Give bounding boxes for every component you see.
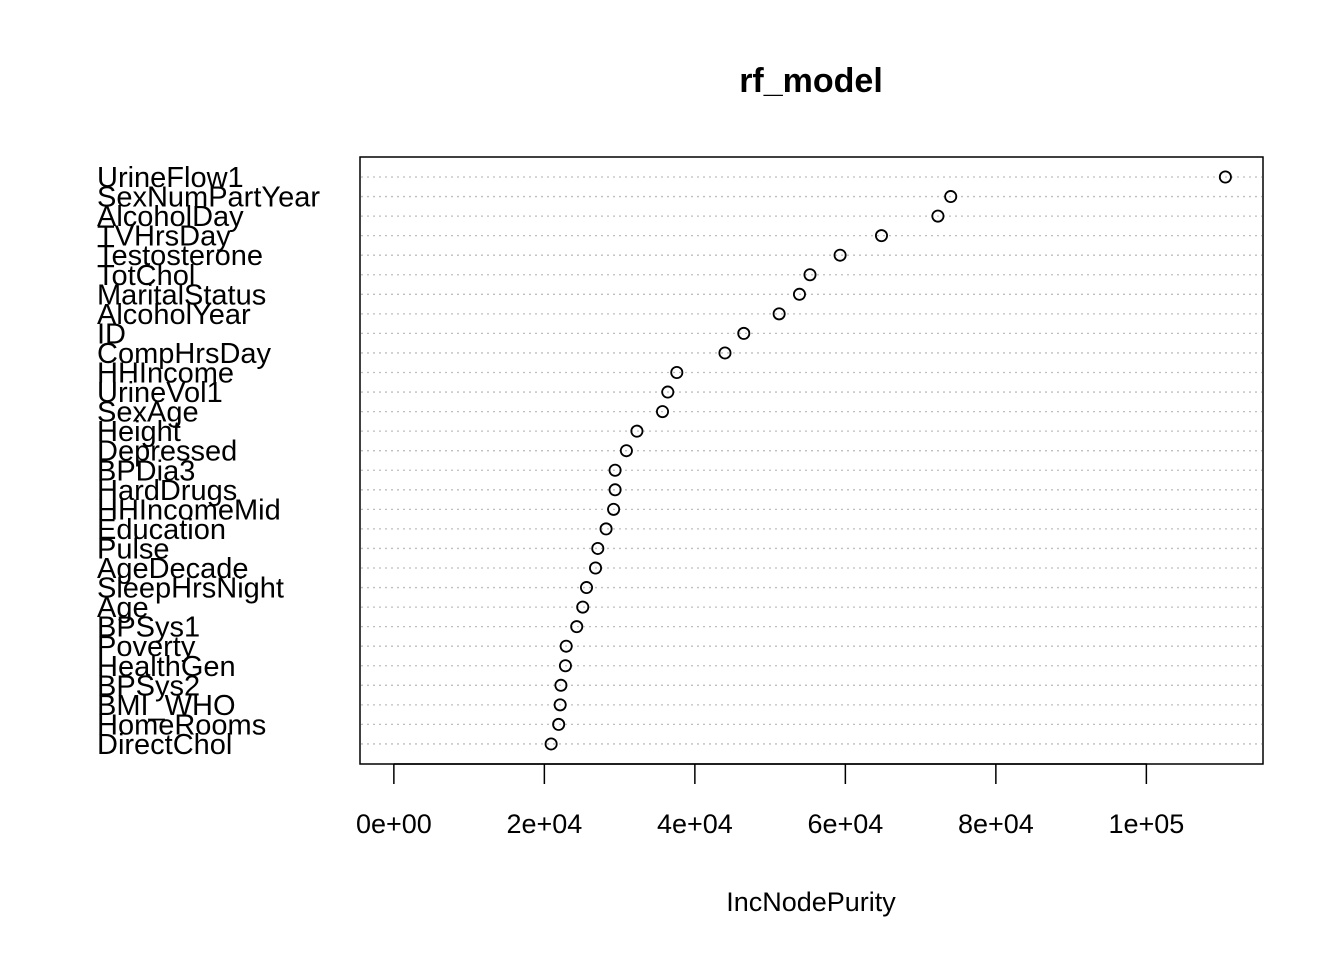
data-point xyxy=(718,346,732,360)
variable-label: TVHrsDay xyxy=(97,221,231,253)
x-axis-title: IncNodePurity xyxy=(726,887,896,917)
variable-label: BMI_WHO xyxy=(97,690,236,722)
variable-label: HealthGen xyxy=(97,651,236,683)
variable-label: Poverty xyxy=(97,631,196,663)
variable-label: AlcoholDay xyxy=(97,201,244,233)
data-point xyxy=(874,229,888,243)
data-point xyxy=(661,385,675,399)
variable-label: AlcoholYear xyxy=(97,299,251,331)
data-point xyxy=(656,405,670,419)
variable-label: Testosterone xyxy=(97,240,263,272)
x-tick-label: 2e+04 xyxy=(506,809,582,839)
variable-label: BPSys1 xyxy=(97,612,200,644)
variable-label: Depressed xyxy=(97,436,237,468)
data-point xyxy=(580,581,594,595)
x-tick-label: 8e+04 xyxy=(958,809,1034,839)
data-point xyxy=(630,424,644,438)
data-point xyxy=(553,698,567,712)
variable-label: TotChol xyxy=(97,260,195,292)
data-point xyxy=(607,502,621,516)
x-tick-label: 1e+05 xyxy=(1108,809,1184,839)
x-tick-label: 0e+00 xyxy=(356,809,432,839)
variable-label: MaritalStatus xyxy=(97,279,266,311)
data-point xyxy=(608,483,622,497)
variable-label: HHIncome xyxy=(97,358,234,390)
grid-lines xyxy=(361,176,1262,745)
plot-frame xyxy=(359,156,1264,765)
data-point xyxy=(772,307,786,321)
variable-label: HardDrugs xyxy=(97,475,237,507)
variable-label: BPDia3 xyxy=(97,455,195,487)
data-point xyxy=(558,659,572,673)
variable-label: CompHrsDay xyxy=(97,338,272,370)
variable-label: ID xyxy=(97,318,126,350)
x-tick-label: 6e+04 xyxy=(807,809,883,839)
data-point xyxy=(576,600,590,614)
x-axis: 0e+00 2e+04 4e+04 6e+04 8e+04 1e+05 xyxy=(356,763,1184,839)
variable-label: Education xyxy=(97,514,226,546)
data-point xyxy=(559,639,573,653)
data-point xyxy=(619,444,633,458)
variable-label: UrineVol1 xyxy=(97,377,223,409)
data-point xyxy=(552,717,566,731)
variable-label: SexNumPartYear xyxy=(97,182,320,214)
variable-label: UrineFlow1 xyxy=(97,162,244,194)
data-point xyxy=(589,561,603,575)
data-point xyxy=(608,463,622,477)
variable-label: SexAge xyxy=(97,397,199,429)
x-tick-label: 4e+04 xyxy=(657,809,733,839)
variable-label: AgeDecade xyxy=(97,553,249,585)
data-point xyxy=(803,268,817,282)
data-point xyxy=(931,209,945,223)
data-point xyxy=(554,678,568,692)
variable-labels: UrineFlow1SexNumPartYearAlcoholDayTVHrsD… xyxy=(97,162,320,761)
data-point xyxy=(792,287,806,301)
chart-title: rf_model xyxy=(739,62,883,100)
data-point xyxy=(570,620,584,634)
data-point xyxy=(544,737,558,751)
variable-label: HHIncomeMid xyxy=(97,494,281,526)
variable-label: HomeRooms xyxy=(97,709,266,741)
data-point xyxy=(833,248,847,262)
variable-label: DirectChol xyxy=(97,729,232,761)
data-points xyxy=(544,170,1232,751)
variable-label: SleepHrsNight xyxy=(97,573,284,605)
variable-label: BPSys2 xyxy=(97,670,200,702)
variable-label: Age xyxy=(97,592,149,624)
data-point xyxy=(591,541,605,555)
data-point xyxy=(670,365,684,379)
data-point xyxy=(737,326,751,340)
variable-label: Height xyxy=(97,416,181,448)
variable-label: Pulse xyxy=(97,533,170,565)
data-point xyxy=(599,522,613,536)
data-point xyxy=(1218,170,1232,184)
data-point xyxy=(944,190,958,204)
